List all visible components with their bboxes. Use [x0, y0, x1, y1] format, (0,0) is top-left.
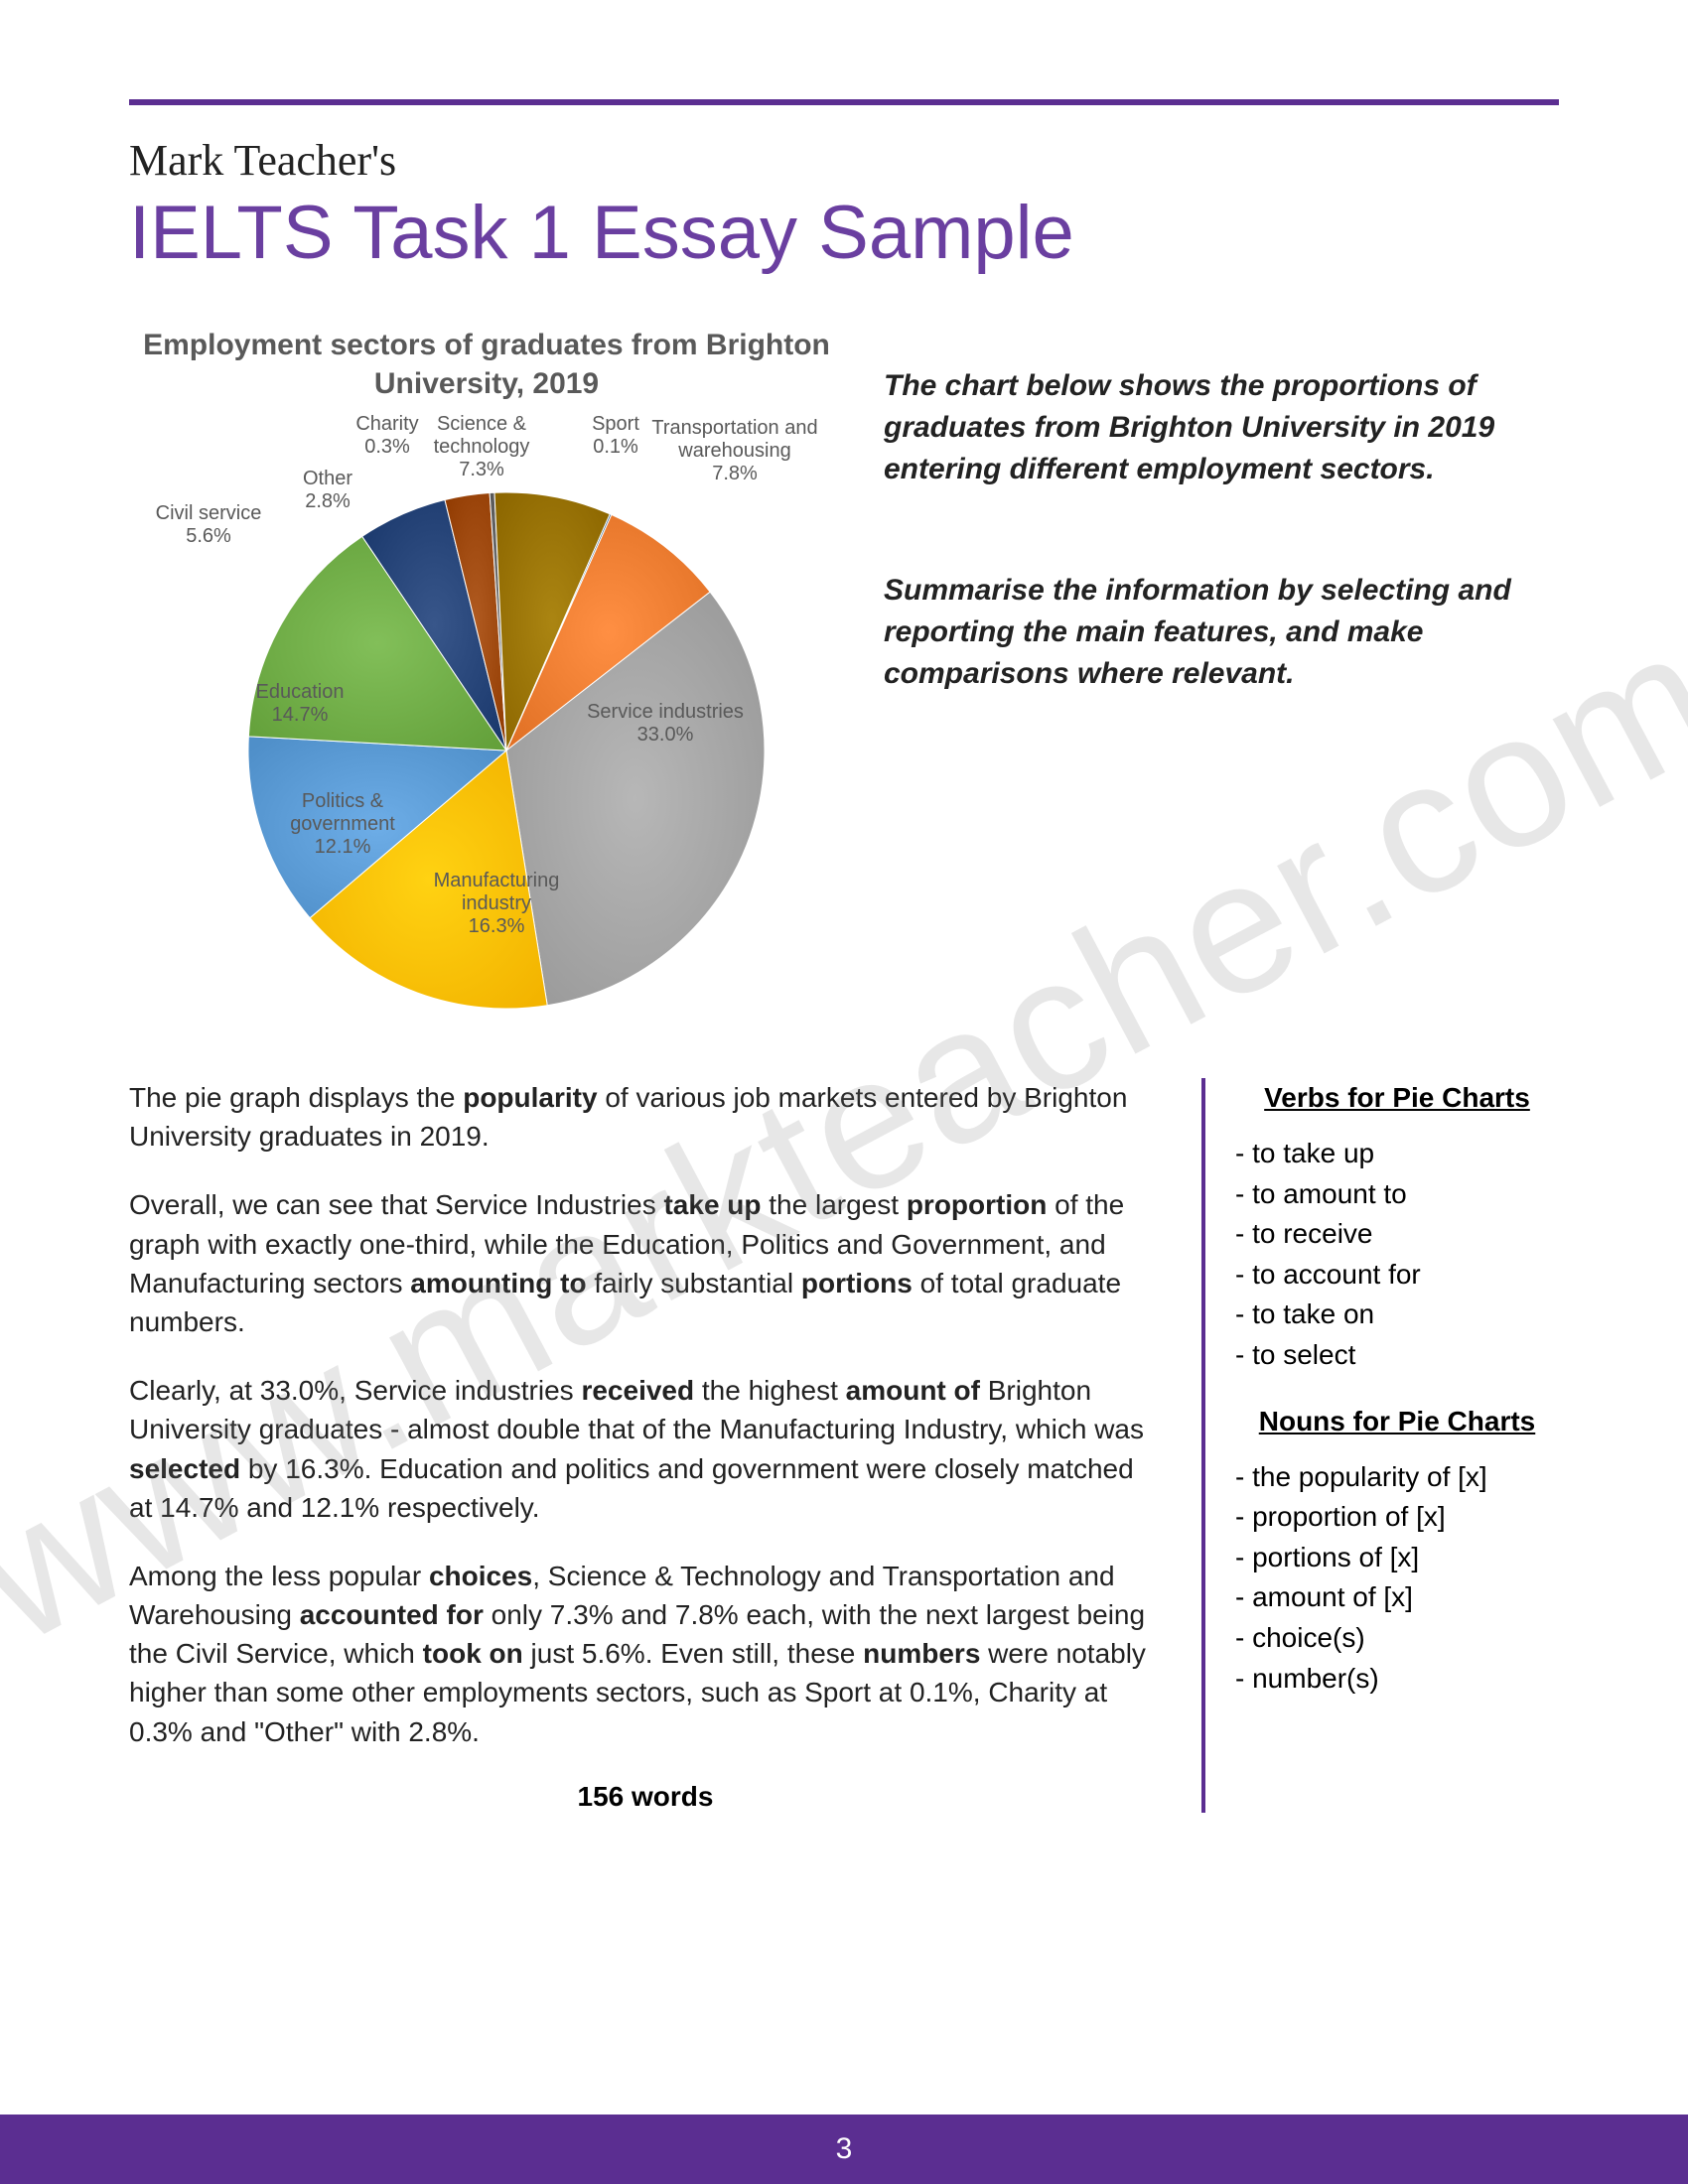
- vocab-item: - amount of [x]: [1235, 1577, 1559, 1618]
- page-footer: 3: [0, 2115, 1688, 2184]
- essay-para-3: Clearly, at 33.0%, Service industries re…: [129, 1371, 1162, 1527]
- verbs-list: - to take up- to amount to- to receive- …: [1235, 1134, 1559, 1376]
- vocab-item: - proportion of [x]: [1235, 1497, 1559, 1538]
- top-rule: [129, 99, 1559, 105]
- vocab-item: - to take on: [1235, 1295, 1559, 1335]
- verbs-heading: Verbs for Pie Charts: [1235, 1082, 1559, 1114]
- essay-para-2: Overall, we can see that Service Industr…: [129, 1185, 1162, 1341]
- word-count: 156 words: [129, 1781, 1162, 1813]
- vocab-item: - portions of [x]: [1235, 1538, 1559, 1578]
- chart-column: Employment sectors of graduates from Bri…: [129, 326, 844, 1028]
- pie-chart: Transportation and warehousing7.8%Servic…: [129, 413, 844, 1028]
- essay-para-4: Among the less popular choices, Science …: [129, 1557, 1162, 1751]
- nouns-list: - the popularity of [x]- proportion of […: [1235, 1457, 1559, 1700]
- vocab-item: - to amount to: [1235, 1174, 1559, 1215]
- nouns-heading: Nouns for Pie Charts: [1235, 1406, 1559, 1437]
- prompt-column: The chart below shows the proportions of…: [884, 326, 1559, 1028]
- vocab-item: - to select: [1235, 1335, 1559, 1376]
- page-number: 3: [836, 2132, 853, 2165]
- vocab-item: - to take up: [1235, 1134, 1559, 1174]
- vocab-item: - choice(s): [1235, 1618, 1559, 1659]
- vocab-item: - number(s): [1235, 1659, 1559, 1700]
- chart-title: Employment sectors of graduates from Bri…: [129, 326, 844, 403]
- vocab-item: - to receive: [1235, 1214, 1559, 1255]
- essay-para-1: The pie graph displays the popularity of…: [129, 1078, 1162, 1156]
- task-prompt-2: Summarise the information by selecting a…: [884, 570, 1559, 695]
- page-title: IELTS Task 1 Essay Sample: [129, 190, 1559, 276]
- vocab-item: - to account for: [1235, 1255, 1559, 1296]
- author-line: Mark Teacher's: [129, 135, 1559, 186]
- essay-column: The pie graph displays the popularity of…: [129, 1078, 1162, 1813]
- vocab-item: - the popularity of [x]: [1235, 1457, 1559, 1498]
- vocab-column: Verbs for Pie Charts - to take up- to am…: [1201, 1078, 1559, 1813]
- task-prompt-1: The chart below shows the proportions of…: [884, 365, 1559, 490]
